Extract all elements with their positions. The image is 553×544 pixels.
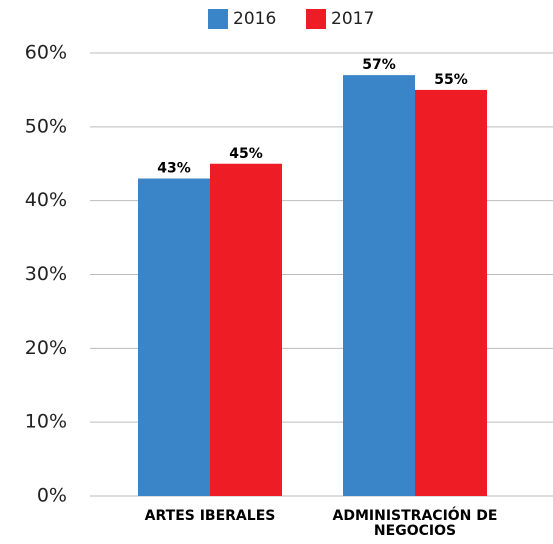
legend-label: 2016 (233, 9, 276, 29)
y-tick-label: 60% (25, 42, 67, 64)
y-tick-label: 50% (25, 115, 67, 137)
x-tick-label: ADMINISTRACIÓN DE NEGOCIOS (332, 508, 498, 539)
value-label: 55% (434, 72, 468, 88)
bar (343, 75, 415, 497)
bar (415, 89, 487, 497)
y-tick-label: 20% (25, 337, 67, 359)
y-tick-label: 30% (25, 263, 67, 285)
y-tick-label: 0% (37, 485, 67, 507)
x-tick-label: ARTES IBERALES (144, 508, 276, 524)
bar (210, 163, 282, 496)
legend-swatch (306, 9, 326, 29)
bar (138, 178, 210, 496)
value-label: 57% (362, 57, 396, 73)
y-tick-label: 10% (25, 411, 67, 433)
value-label: 45% (229, 146, 263, 162)
y-tick-label: 40% (25, 189, 67, 211)
legend-swatch (208, 9, 228, 29)
value-label: 43% (157, 161, 191, 177)
legend-label: 2017 (331, 9, 374, 29)
